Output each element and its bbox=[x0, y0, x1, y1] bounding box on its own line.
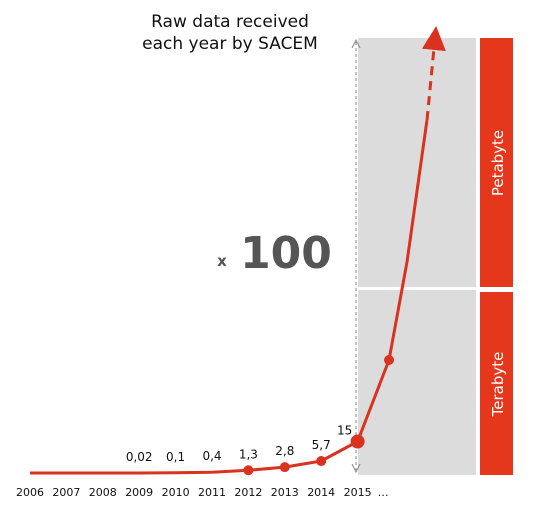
value-label-2009: 0,02 bbox=[126, 450, 153, 464]
band-petabyte bbox=[480, 38, 513, 287]
projection-area bbox=[358, 38, 476, 475]
x-tick-tail: … bbox=[378, 486, 389, 499]
x-tick-2014: 2014 bbox=[307, 486, 335, 499]
multiplier-prefix: x bbox=[217, 252, 227, 270]
band-terabyte-label: Terabyte bbox=[489, 352, 507, 418]
value-label-2010: 0,1 bbox=[166, 450, 185, 464]
band-terabyte bbox=[480, 292, 513, 475]
multiplier-value: 100 bbox=[240, 228, 332, 279]
chart-title-line-2: each year by SACEM bbox=[142, 34, 318, 54]
x-tick-2006: 2006 bbox=[16, 486, 44, 499]
data-point-2013 bbox=[279, 462, 290, 473]
x-tick-2011: 2011 bbox=[198, 486, 226, 499]
value-label-2014: 5,7 bbox=[312, 438, 331, 452]
x-tick-2007: 2007 bbox=[52, 486, 80, 499]
value-label-2013: 2,8 bbox=[275, 444, 294, 458]
data-point-2012 bbox=[243, 465, 254, 476]
series-line bbox=[30, 440, 359, 475]
band-petabyte-label: Petabyte bbox=[489, 130, 507, 196]
value-label-2015: 15 bbox=[337, 424, 352, 438]
projection-point bbox=[384, 355, 394, 365]
x-tick-2013: 2013 bbox=[271, 486, 299, 499]
x-tick-2009: 2009 bbox=[125, 486, 153, 499]
series-layer bbox=[30, 26, 446, 476]
chart-title-line-1: Raw data received bbox=[151, 12, 309, 32]
data-point-2015 bbox=[350, 434, 365, 449]
data-point-2014 bbox=[316, 456, 327, 467]
x-tick-2010: 2010 bbox=[162, 486, 190, 499]
value-label-2012: 1,3 bbox=[239, 447, 258, 461]
value-label-2011: 0,4 bbox=[202, 449, 221, 463]
projection-arrow bbox=[421, 26, 446, 121]
x-tick-layer: 2006 2007 2008 2009 2010 2011 2012 2013 2014 2015… bbox=[16, 486, 389, 499]
projection-line bbox=[356, 119, 429, 443]
value-label-layer: 0,02 0,1 0,4 1,3 2,8 5,7 15 bbox=[126, 424, 352, 464]
x-tick-2015: 2015 bbox=[344, 486, 372, 499]
x-tick-2012: 2012 bbox=[234, 486, 262, 499]
scale-axis-arrow-bottom bbox=[351, 463, 361, 474]
scale-axis-arrow-top bbox=[351, 38, 361, 49]
x-tick-2008: 2008 bbox=[89, 486, 117, 499]
